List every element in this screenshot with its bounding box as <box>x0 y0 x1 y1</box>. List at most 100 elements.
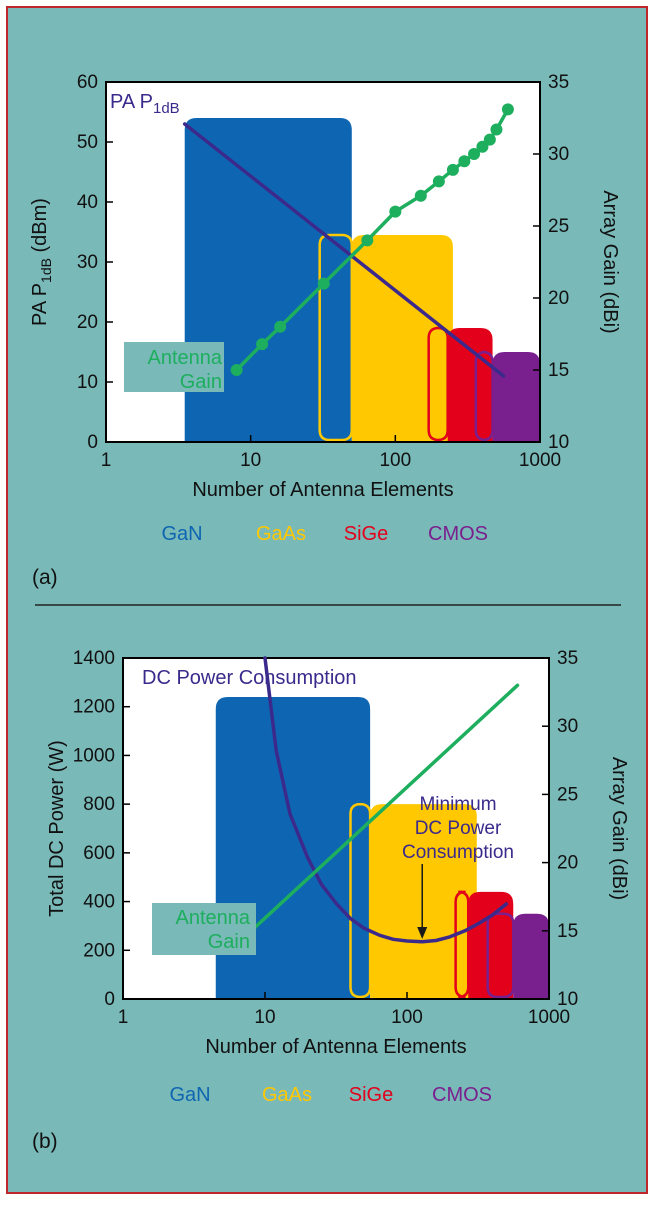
antenna-gain-marker <box>389 205 402 218</box>
x-tick-label: 100 <box>379 450 411 471</box>
chart-b: 1 10 100 1000 0 200 400 600 800 1000 1200 1400 10 15 2… <box>32 648 630 1153</box>
region-cmos <box>492 352 540 441</box>
y2-tick-label: 10 <box>548 432 569 453</box>
legend-gaas: GaAs <box>262 1084 312 1106</box>
y2-tick-label: 10 <box>557 989 578 1010</box>
x-axis-label: Number of Antenna Elements <box>205 1036 466 1058</box>
y-tick-label: 400 <box>83 892 115 913</box>
y-tick-label: 600 <box>83 843 115 864</box>
antenna-gain-label-line1: Antenna <box>175 907 250 929</box>
y-tick-label: 1200 <box>73 697 115 718</box>
pa-line-label-sub: 1dB <box>153 100 180 117</box>
y-tick-label: 1400 <box>73 648 115 669</box>
legend-gan: GaN <box>169 1084 210 1106</box>
y-tick-label: 20 <box>77 312 98 333</box>
y-tick-label: 60 <box>77 72 98 93</box>
antenna-gain-marker <box>501 103 514 116</box>
region-outline-cmos <box>474 350 494 442</box>
series-line-antenna-gain <box>249 683 520 933</box>
y2-axis-label: Array Gain (dBi) <box>599 190 621 333</box>
x-tick-label: 10 <box>254 1007 275 1028</box>
series-line-pa-p1db <box>182 122 506 378</box>
legend-sige: SiGe <box>349 1084 393 1106</box>
antenna-gain-marker <box>414 189 427 202</box>
antenna-gain-marker <box>317 277 330 290</box>
antenna-gain-label-bg <box>152 903 256 955</box>
y-tick-label: 40 <box>77 192 98 213</box>
antenna-gain-marker <box>468 148 481 160</box>
antenna-gain-marker <box>476 140 489 153</box>
y-tick-label: 200 <box>83 940 115 961</box>
y-tick-label: 10 <box>77 372 98 393</box>
y-axis-label-unit: (dBm) <box>29 198 51 258</box>
y-tick-label: 30 <box>77 252 98 273</box>
plot-frame <box>122 657 550 1000</box>
min-dc-annotation-line1: Minimum <box>419 794 496 815</box>
y-tick-label: 0 <box>104 989 115 1010</box>
x-tick-label: 1000 <box>519 450 561 471</box>
y-tick-label: 0 <box>87 432 98 453</box>
legend-gaas: GaAs <box>256 523 306 545</box>
region-sige <box>468 891 514 998</box>
y2-tick-label: 15 <box>557 921 578 942</box>
antenna-gain-label-line2: Gain <box>208 931 250 953</box>
x-tick-label: 100 <box>391 1007 423 1028</box>
y-axis-label: Total DC Power (W) <box>46 740 68 917</box>
antenna-gain-marker <box>274 320 287 333</box>
region-gan <box>184 118 352 441</box>
antenna-gain-label-line1: Antenna <box>147 347 222 369</box>
antenna-gain-label-line2: Gain <box>180 371 222 393</box>
antenna-gain-marker <box>483 133 496 146</box>
chart-a: 1 10 100 1000 0 10 20 30 40 50 60 10 15 20 25 30 35 Numbe… <box>29 72 621 589</box>
pa-line-label-main: PA P <box>110 91 153 113</box>
region-outline-sige <box>454 890 470 999</box>
y-axis-label-sub: 1dB <box>38 258 54 283</box>
panel-label: (a) <box>32 566 58 589</box>
y-axis-label: PA P1dB (dBm) <box>29 198 54 326</box>
y-axis-label-main: PA P <box>29 283 51 326</box>
y2-axis-label: Array Gain (dBi) <box>608 757 630 900</box>
antenna-gain-marker <box>490 123 503 136</box>
antenna-gain-marker <box>361 234 374 247</box>
region-outline-cmos <box>486 912 515 999</box>
y2-tick-label: 30 <box>548 144 569 165</box>
min-dc-annotation-line2: DC Power <box>415 818 502 839</box>
series-line-dc-power-consumption <box>263 656 509 944</box>
y2-tick-label: 25 <box>557 784 578 805</box>
y-tick-label: 800 <box>83 794 115 815</box>
legend-cmos: CMOS <box>428 523 488 545</box>
x-tick-label: 10 <box>240 450 261 471</box>
dc-power-line-label: DC Power Consumption <box>142 667 357 689</box>
legend-gan: GaN <box>161 523 202 545</box>
y2-tick-label: 35 <box>548 72 569 93</box>
annotation-arrow-head <box>417 927 428 940</box>
y-tick-label: 50 <box>77 132 98 153</box>
x-tick-label: 1000 <box>528 1007 570 1028</box>
region-gaas <box>370 804 477 998</box>
region-cmos <box>513 913 549 998</box>
pa-line-label: PA P1dB <box>110 91 180 117</box>
y2-tick-label: 20 <box>548 288 569 309</box>
region-outline-gaas <box>349 802 372 999</box>
y-tick-label: 1000 <box>73 745 115 766</box>
legend-cmos: CMOS <box>432 1084 492 1106</box>
antenna-gain-marker <box>458 155 471 168</box>
region-sige <box>447 328 493 441</box>
y2-tick-label: 30 <box>557 716 578 737</box>
y2-tick-label: 20 <box>557 853 578 874</box>
panel-label: (b) <box>32 1130 58 1153</box>
antenna-gain-marker <box>230 364 243 376</box>
legend-sige: SiGe <box>344 523 388 545</box>
region-outline-gaas <box>318 233 354 442</box>
y2-tick-label: 15 <box>548 360 569 381</box>
min-dc-annotation-line3: Consumption <box>402 842 514 863</box>
antenna-gain-marker <box>432 175 445 188</box>
antenna-gain-marker <box>256 338 269 351</box>
x-tick-label: 1 <box>101 450 112 471</box>
x-tick-label: 1 <box>118 1007 129 1028</box>
y2-tick-label: 25 <box>548 216 569 237</box>
y2-tick-label: 35 <box>557 648 578 669</box>
x-axis-label: Number of Antenna Elements <box>192 479 453 501</box>
